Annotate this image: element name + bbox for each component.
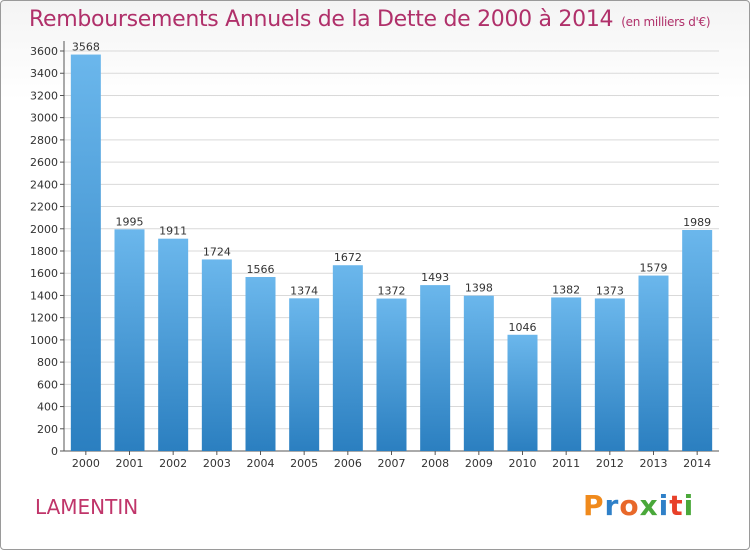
bar-2014 [682, 230, 713, 451]
logo-letter: o [619, 489, 640, 522]
x-tick-label: 2012 [596, 457, 624, 470]
tick-labels: 0 200 400 600 800 1000 1200 1400 1600 1800 2000 220… [30, 45, 711, 470]
bar-2003 [201, 259, 232, 451]
y-tick-label: 2800 [30, 134, 58, 147]
x-tick-label: 2011 [552, 457, 580, 470]
bar-2009 [463, 295, 494, 451]
logo-letter: i [658, 489, 670, 522]
y-tick-label: 0 [51, 445, 58, 458]
y-tick-label: 3600 [30, 45, 58, 58]
x-tick-label: 2004 [247, 457, 275, 470]
bars [70, 54, 713, 452]
logo-letter: i [683, 489, 695, 522]
x-tick-label: 2005 [290, 457, 318, 470]
bar-2011 [551, 297, 582, 451]
y-tick-label: 2600 [30, 156, 58, 169]
y-tick-label: 1200 [30, 312, 58, 325]
bar-2010 [507, 334, 538, 451]
bar-2002 [158, 238, 189, 451]
logo-letter: r [604, 489, 620, 522]
data-label: 1724 [203, 245, 231, 258]
y-tick-label: 2200 [30, 201, 58, 214]
bar-2001 [114, 229, 145, 451]
bar-2005 [289, 298, 320, 451]
y-tick-label: 3000 [30, 112, 58, 125]
data-label: 3568 [72, 41, 100, 54]
x-tick-label: 2008 [421, 457, 449, 470]
x-tick-label: 2013 [640, 457, 668, 470]
y-tick-label: 3200 [30, 89, 58, 102]
y-tick-label: 1000 [30, 334, 58, 347]
logo-letter: x [639, 489, 659, 522]
bar-2013 [638, 275, 669, 451]
y-tick-label: 1800 [30, 245, 58, 258]
bar-2006 [332, 265, 363, 451]
data-label: 1046 [509, 321, 537, 334]
y-tick-label: 800 [37, 356, 58, 369]
data-label: 1995 [116, 215, 144, 228]
commune-label: LAMENTIN [35, 495, 139, 519]
x-tick-label: 2002 [159, 457, 187, 470]
data-label: 1398 [465, 282, 493, 295]
y-tick-label: 2000 [30, 223, 58, 236]
data-label: 1579 [640, 262, 668, 275]
logo-letter: P [583, 489, 605, 522]
y-tick-label: 1600 [30, 267, 58, 280]
bar-2000 [70, 54, 101, 452]
chart-subtitle: (en milliers d'€) [621, 15, 711, 29]
data-labels: 3568 1995 1911 1724 1566 1374 1672 1372 1493 1398… [72, 41, 711, 334]
data-label: 1989 [683, 216, 711, 229]
y-tick-label: 400 [37, 401, 58, 414]
data-label: 1373 [596, 284, 624, 297]
x-tick-label: 2006 [334, 457, 362, 470]
y-tick-label: 3400 [30, 67, 58, 80]
data-label: 1382 [552, 283, 580, 296]
x-tick-label: 2001 [116, 457, 144, 470]
y-tick-label: 200 [37, 423, 58, 436]
x-tick-label: 2010 [509, 457, 537, 470]
data-label: 1566 [247, 263, 275, 276]
x-tick-label: 2003 [203, 457, 231, 470]
x-tick-label: 2009 [465, 457, 493, 470]
x-tick-label: 2007 [378, 457, 406, 470]
chart-title: Remboursements Annuels de la Dette de 20… [29, 7, 711, 32]
data-label: 1372 [378, 285, 406, 298]
x-tick-label: 2014 [683, 457, 711, 470]
bar-2004 [245, 277, 276, 451]
data-label: 1911 [159, 225, 187, 238]
y-tick-label: 600 [37, 378, 58, 391]
y-tick-label: 2400 [30, 178, 58, 191]
data-label: 1672 [334, 251, 362, 264]
logo-letter: t [669, 489, 684, 522]
chart-title-text: Remboursements Annuels de la Dette de 20… [29, 7, 614, 32]
x-tick-label: 2000 [72, 457, 100, 470]
data-label: 1374 [290, 284, 318, 297]
bar-2012 [594, 298, 625, 451]
data-label: 1493 [421, 271, 449, 284]
proxiti-logo[interactable]: Proxiti [583, 489, 694, 522]
bar-2008 [420, 285, 451, 451]
bar-2007 [376, 298, 407, 451]
y-tick-label: 1400 [30, 289, 58, 302]
